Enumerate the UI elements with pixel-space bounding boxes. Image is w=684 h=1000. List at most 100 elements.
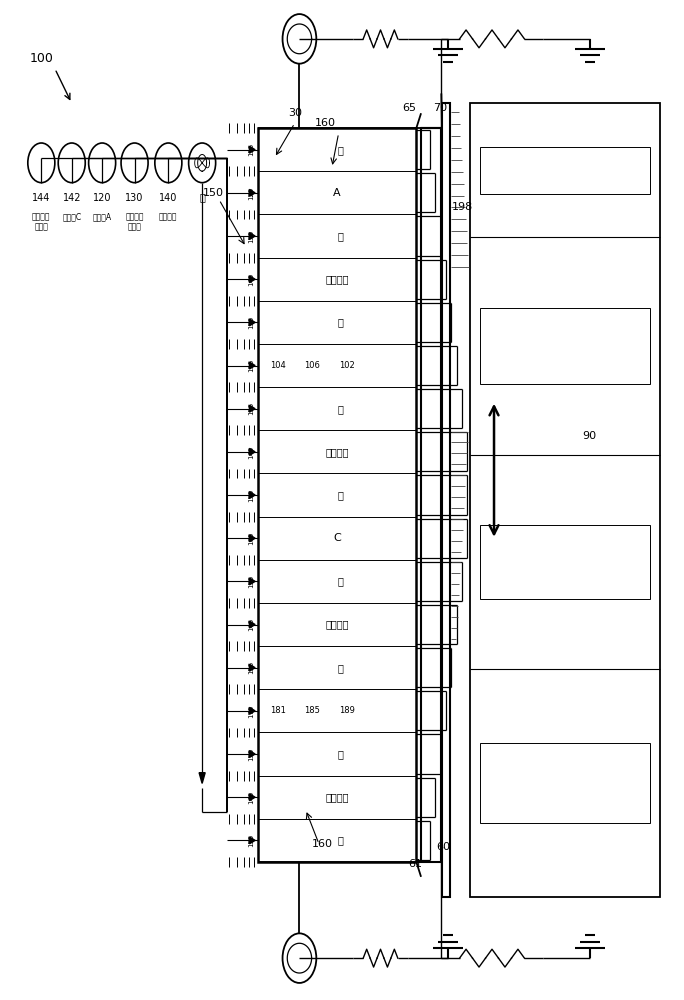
Polygon shape [380, 578, 386, 585]
Polygon shape [373, 492, 379, 499]
Polygon shape [250, 535, 255, 542]
Text: 165: 165 [248, 532, 254, 545]
Text: 进: 进 [337, 663, 343, 673]
Text: 70: 70 [433, 103, 447, 113]
Text: 142: 142 [62, 193, 81, 203]
Polygon shape [375, 751, 381, 758]
Bar [480, 743, 650, 823]
Polygon shape [375, 837, 381, 844]
Text: 进: 进 [337, 576, 343, 586]
Polygon shape [375, 319, 381, 326]
Text: 30: 30 [288, 108, 302, 118]
Polygon shape [380, 492, 386, 499]
Text: 射频放电: 射频放电 [325, 620, 349, 630]
Text: 155: 155 [248, 488, 254, 502]
Text: 100: 100 [29, 52, 53, 65]
Bar [471, 103, 659, 897]
Polygon shape [373, 146, 379, 153]
Polygon shape [375, 233, 381, 240]
Text: 140: 140 [159, 193, 178, 203]
Polygon shape [250, 189, 255, 196]
Polygon shape [250, 664, 255, 671]
Text: 射频放电: 射频放电 [325, 447, 349, 457]
Bar [480, 525, 650, 599]
Polygon shape [375, 405, 381, 412]
Polygon shape [380, 146, 386, 153]
Text: 125: 125 [248, 186, 254, 200]
Text: 175: 175 [248, 704, 254, 718]
Polygon shape [380, 837, 386, 844]
Text: 等离子体
气体源: 等离子体 气体源 [125, 212, 144, 232]
Text: 射频放电: 射频放电 [325, 274, 349, 284]
Text: 145: 145 [248, 791, 254, 804]
Text: 进: 进 [337, 404, 343, 414]
Polygon shape [250, 751, 255, 758]
Text: 61: 61 [408, 859, 422, 869]
Text: 145: 145 [248, 618, 254, 631]
Text: 155: 155 [248, 575, 254, 588]
Polygon shape [250, 707, 255, 714]
Polygon shape [375, 837, 381, 844]
Polygon shape [250, 146, 255, 153]
Polygon shape [373, 751, 379, 758]
Text: 150: 150 [203, 188, 224, 198]
Polygon shape [375, 233, 381, 240]
Polygon shape [250, 837, 255, 844]
Text: 155: 155 [248, 229, 254, 243]
Text: 净化气体: 净化气体 [159, 212, 178, 221]
Text: A: A [333, 188, 341, 198]
Polygon shape [250, 621, 255, 628]
Polygon shape [375, 578, 381, 585]
Text: 155: 155 [248, 747, 254, 761]
Polygon shape [375, 664, 381, 671]
Text: 155: 155 [248, 834, 254, 847]
Text: 130: 130 [125, 193, 144, 203]
Bar [480, 147, 650, 194]
Text: 进: 进 [337, 145, 343, 155]
Text: 145: 145 [248, 445, 254, 459]
Polygon shape [199, 773, 205, 783]
Text: 射频放电: 射频放电 [325, 792, 349, 802]
Text: 90: 90 [582, 431, 596, 441]
Text: 155: 155 [248, 661, 254, 674]
Polygon shape [250, 578, 255, 585]
Polygon shape [380, 319, 386, 326]
Text: C: C [333, 533, 341, 543]
Polygon shape [375, 319, 381, 326]
Polygon shape [250, 276, 255, 283]
Polygon shape [250, 448, 255, 455]
Text: 160: 160 [315, 118, 336, 128]
Text: 198: 198 [451, 202, 473, 212]
Text: 102: 102 [339, 361, 355, 370]
Polygon shape [380, 233, 386, 240]
Text: 145: 145 [248, 273, 254, 286]
Text: 155: 155 [248, 316, 254, 329]
Polygon shape [375, 405, 381, 412]
Polygon shape [375, 492, 381, 499]
Polygon shape [380, 405, 386, 412]
Text: 189: 189 [339, 706, 355, 715]
Polygon shape [375, 146, 381, 153]
Polygon shape [375, 146, 381, 153]
Polygon shape [373, 405, 379, 412]
Text: 进: 进 [337, 835, 343, 845]
Polygon shape [375, 664, 381, 671]
Text: 120: 120 [93, 193, 111, 203]
Bar [261, 694, 364, 728]
Bar [261, 348, 364, 383]
Text: 进: 进 [337, 317, 343, 327]
Text: 181: 181 [270, 706, 286, 715]
Text: 155: 155 [248, 402, 254, 415]
Polygon shape [373, 578, 379, 585]
Polygon shape [250, 794, 255, 801]
Polygon shape [380, 751, 386, 758]
Text: 155: 155 [248, 143, 254, 156]
Polygon shape [250, 405, 255, 412]
Polygon shape [380, 664, 386, 671]
Polygon shape [373, 319, 379, 326]
Bar [442, 103, 450, 897]
Text: 65: 65 [403, 103, 417, 113]
Polygon shape [250, 492, 255, 499]
Text: 前驱物A: 前驱物A [92, 212, 111, 221]
Bar [421, 128, 441, 862]
